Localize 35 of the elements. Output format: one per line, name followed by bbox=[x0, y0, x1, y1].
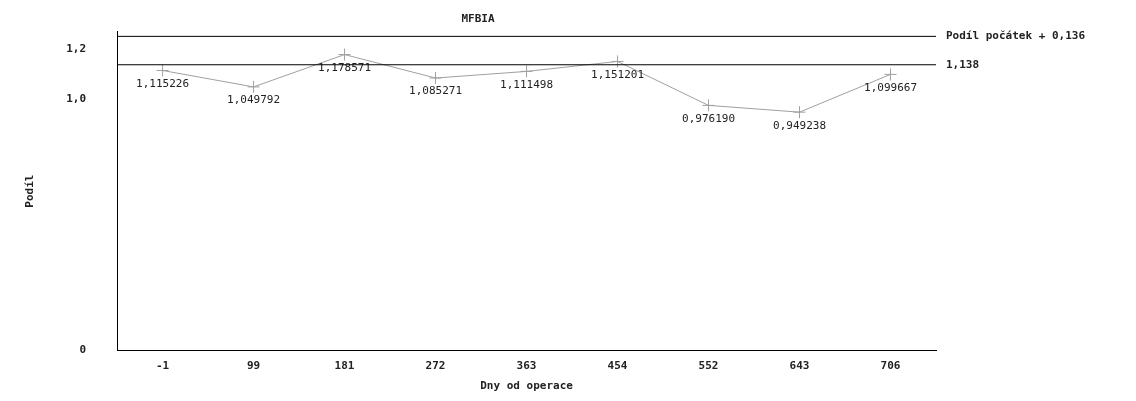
chart-title: MFBIA bbox=[461, 11, 495, 25]
point bbox=[429, 71, 443, 85]
x-tick-label: 181 bbox=[334, 359, 355, 373]
ref-line-label: 1,138 bbox=[946, 57, 980, 71]
point bbox=[884, 67, 897, 81]
x-tick-label: 643 bbox=[789, 359, 810, 373]
x-tick-label: 706 bbox=[880, 359, 901, 373]
x-tick-label: 99 bbox=[246, 359, 261, 373]
point bbox=[156, 63, 170, 77]
point bbox=[702, 98, 716, 112]
y-tick-label: 1,2 bbox=[66, 42, 87, 56]
point bbox=[247, 80, 261, 94]
data-label: 1,049792 bbox=[227, 93, 281, 107]
x-tick-label: 272 bbox=[425, 359, 446, 373]
y-tick-label: 1,0 bbox=[66, 92, 87, 106]
x-tick-label: 454 bbox=[607, 359, 628, 373]
y-axis-title: Podíl bbox=[23, 174, 37, 208]
point bbox=[338, 48, 352, 62]
data-label: 1,151201 bbox=[591, 67, 645, 81]
x-tick-label: -1 bbox=[155, 359, 170, 373]
ref-line-label: Podíl počátek + 0,136 bbox=[946, 29, 1086, 43]
data-label: 1,178571 bbox=[318, 60, 372, 74]
data-label: 1,111498 bbox=[500, 77, 554, 91]
x-tick-label: 363 bbox=[516, 359, 537, 373]
y-tick-label: 0 bbox=[79, 343, 87, 357]
x-axis-title: Dny od operace bbox=[480, 379, 574, 393]
point bbox=[793, 105, 807, 119]
data-label: 0,976190 bbox=[682, 111, 736, 125]
x-tick-label: 552 bbox=[698, 359, 719, 373]
data-label: 0,949238 bbox=[773, 118, 826, 132]
point bbox=[611, 54, 625, 68]
data-label: 1,085271 bbox=[409, 84, 463, 98]
data-label: 1,099667 bbox=[864, 80, 917, 94]
data-label: 1,115226 bbox=[136, 76, 190, 90]
point bbox=[520, 64, 534, 78]
